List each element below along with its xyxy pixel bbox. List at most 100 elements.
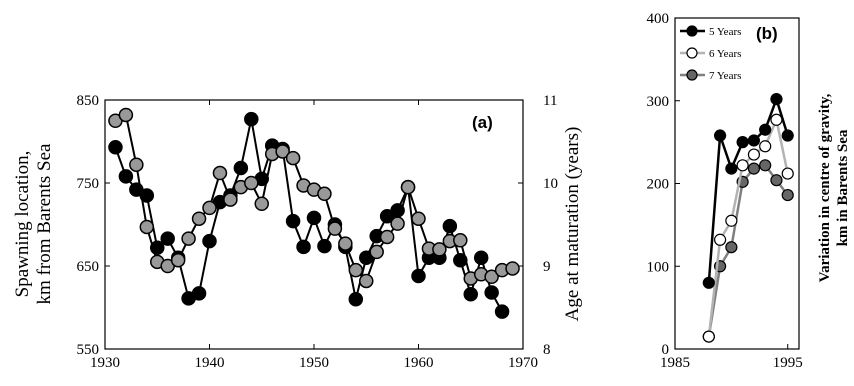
panel-b-x-tick-label: 1985 — [660, 355, 690, 371]
panel-a-point-age-at-maturation — [202, 200, 217, 216]
panel-b-point-5-years — [759, 123, 772, 136]
legend-marker-6-years — [686, 47, 698, 59]
panel-a-x-tick-label: 1960 — [404, 355, 434, 371]
panel-b-y-tick-label: 100 — [647, 259, 670, 275]
panel-a-point-spawning-location — [317, 238, 332, 254]
panel-b-point-6-years — [725, 214, 738, 227]
panel-a-point-age-at-maturation — [191, 211, 207, 226]
panel-b: (b) 1985 1995 0 100 200 300 400 5 Years 6 Years… — [647, 11, 852, 371]
panel-b-y-tick-label: 0 — [662, 342, 670, 358]
panel-a-point-spawning-location — [160, 231, 175, 246]
panel-a-point-age-at-maturation — [390, 216, 405, 231]
panel-a-x-tick-label: 1940 — [195, 355, 225, 371]
panel-b-point-5-years — [781, 129, 794, 142]
panel-a-point-spawning-location — [285, 213, 301, 229]
legend-label-5-years: 5 Years — [709, 26, 741, 38]
panel-a-right-tick-label: 11 — [543, 93, 557, 109]
panel-a-point-age-at-maturation — [285, 150, 301, 166]
panel-a-point-age-at-maturation — [327, 221, 343, 236]
panel-b-ticks: 1985 1995 0 100 200 300 400 — [647, 11, 803, 371]
panel-a-point-spawning-location — [118, 169, 134, 184]
panel-a-point-spawning-location — [463, 286, 478, 302]
panel-b-point-6-years — [702, 330, 715, 343]
panel-a-right-ylabel: Age at maturation (years) — [562, 127, 583, 322]
panel-a-point-age-at-maturation — [170, 252, 186, 268]
panel-a-x-tick-label: 1950 — [299, 355, 329, 371]
panel-b-series-line-7-years — [707, 163, 789, 337]
panel-b-point-5-years — [725, 162, 738, 175]
panel-b-y-tick-label: 300 — [647, 94, 670, 110]
panel-b-point-6-years — [770, 113, 783, 126]
panel-a-x-tick-label: 1930 — [90, 355, 120, 371]
panel-b-point-7-years — [747, 162, 761, 175]
panel-b-point-7-years — [759, 159, 772, 172]
panel-a-right-tick-label: 10 — [543, 176, 558, 192]
panel-b-point-5-years — [747, 134, 761, 147]
panel-a-right-tick-label: 8 — [543, 342, 551, 358]
panel-a-point-age-at-maturation — [129, 157, 144, 172]
panel-b-point-5-years — [770, 92, 783, 106]
panel-a-point-age-at-maturation — [254, 196, 269, 211]
panel-a-left-tick-label: 750 — [77, 176, 100, 192]
panel-a-point-spawning-location — [202, 233, 217, 249]
panel-a-left-tick-label: 850 — [77, 93, 100, 109]
panel-a-x-tick-label: 1970 — [508, 355, 538, 371]
panel-a-point-spawning-location — [494, 304, 510, 319]
panel-a-left-tick-label: 550 — [77, 342, 100, 358]
panel-a-ticks: 1930 1940 1950 1960 1970 550 650 750 850 8 9 10 11 — [77, 93, 559, 371]
panel-b-ylabel-line-1: Variation in centre of gravity, — [817, 93, 833, 282]
panel-b-point-7-years — [725, 241, 738, 254]
panel-a-point-age-at-maturation — [369, 244, 384, 260]
panel-a-point-age-at-maturation — [505, 261, 520, 276]
panel-a-point-age-at-maturation — [484, 269, 499, 285]
panel-a-point-spawning-location — [191, 286, 207, 301]
panel-a-point-age-at-maturation — [275, 144, 290, 159]
legend-marker-5-years — [686, 25, 698, 37]
panel-a-point-age-at-maturation — [118, 107, 134, 123]
panel-a-point-age-at-maturation — [411, 211, 426, 226]
panel-a-point-spawning-location — [244, 111, 259, 127]
legend-marker-7-years — [686, 69, 698, 81]
panel-a-point-spawning-location — [139, 188, 155, 203]
panel-b-series-line-5-years — [707, 95, 789, 283]
panel-b-point-6-years — [736, 159, 749, 172]
panel-a-point-age-at-maturation — [348, 262, 364, 278]
panel-a-point-spawning-location — [233, 160, 249, 176]
panel-a-point-age-at-maturation — [139, 219, 155, 235]
panel-b-point-5-years — [713, 129, 727, 142]
panel-a-point-age-at-maturation — [400, 179, 416, 195]
panel-a: (a) 1930 1940 1950 1960 1970 550 650 750 850 8 9 10… — [12, 93, 583, 371]
panel-a-left-ylabel-line-1: Spawning location, — [12, 151, 33, 298]
panel-a-point-spawning-location — [108, 140, 123, 155]
panel-a-point-spawning-location — [442, 218, 458, 234]
panel-a-point-age-at-maturation — [317, 186, 332, 202]
panel-a-point-age-at-maturation — [181, 231, 196, 246]
panel-b-legend: 5 Years 6 Years 7 Years — [680, 25, 741, 82]
panel-b-point-6-years — [747, 148, 761, 161]
panel-a-point-spawning-location — [306, 210, 322, 226]
panel-b-point-6-years — [781, 167, 794, 180]
legend-label-6-years: 6 Years — [709, 48, 741, 60]
panel-a-point-spawning-location — [411, 268, 426, 284]
panel-b-point-6-years — [713, 233, 727, 246]
panel-b-label: (b) — [756, 24, 778, 43]
panel-b-series — [702, 92, 794, 343]
panel-b-ylabel-line-2: km in Barents Sea — [835, 129, 851, 246]
panel-a-point-age-at-maturation — [244, 175, 259, 191]
panel-a-point-spawning-location — [453, 252, 468, 268]
panel-a-point-spawning-location — [348, 291, 364, 307]
panel-a-point-age-at-maturation — [338, 236, 353, 251]
panel-a-point-age-at-maturation — [379, 229, 395, 245]
panel-a-point-age-at-maturation — [223, 192, 238, 207]
panel-b-point-7-years — [781, 188, 794, 202]
panel-a-point-age-at-maturation — [359, 273, 374, 289]
panel-a-left-tick-label: 650 — [77, 259, 100, 275]
panel-b-point-5-years — [702, 276, 715, 289]
panel-a-point-age-at-maturation — [212, 165, 228, 181]
panel-a-label: (a) — [472, 113, 493, 132]
panel-a-point-spawning-location — [484, 285, 499, 300]
panel-a-point-age-at-maturation — [432, 242, 447, 257]
panel-b-point-6-years — [759, 140, 772, 153]
panel-b-x-tick-label: 1995 — [773, 355, 803, 371]
